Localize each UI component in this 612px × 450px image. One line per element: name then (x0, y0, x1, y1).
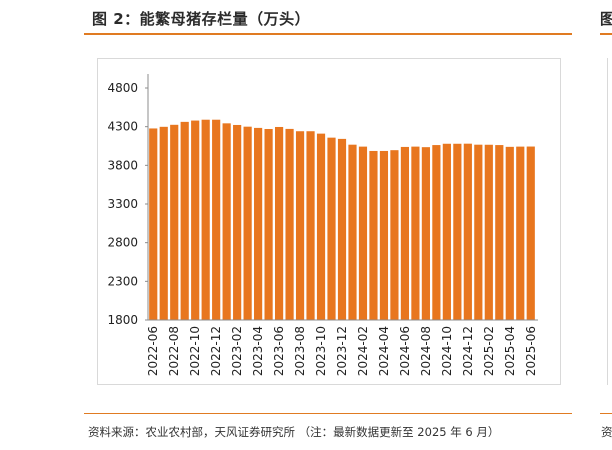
bar-2025-04 (505, 146, 514, 320)
bar-2024-07 (411, 146, 420, 320)
bar-2024-02 (358, 146, 368, 320)
bar-2023-12 (337, 138, 347, 320)
bar-2024-06 (400, 146, 410, 320)
x-tick-label: 2023-12 (335, 326, 349, 376)
bar-2023-07 (285, 128, 294, 320)
next-figure-title-fragment: 图 (600, 10, 612, 28)
bar-2024-04 (379, 150, 389, 320)
bar-2023-01 (222, 123, 231, 320)
bar-2024-12 (463, 143, 472, 320)
bar-2024-03 (369, 150, 378, 320)
x-tick-label: 2022-08 (167, 326, 181, 376)
title-rule (84, 33, 572, 35)
bar-series (149, 119, 535, 321)
y-tick-label: 2800 (107, 236, 138, 250)
bar-2023-08 (295, 131, 305, 320)
x-tick-label: 2024-06 (398, 326, 412, 376)
bar-2022-08 (170, 124, 179, 320)
bar-2024-10 (442, 143, 451, 320)
y-tick-label: 4300 (107, 120, 138, 134)
x-tick-label: 2023-06 (272, 326, 286, 376)
bar-2022-12 (212, 119, 221, 321)
y-tick-label: 2300 (107, 274, 138, 288)
source-note: 资料来源：农业农村部，天风证券研究所 （注：最新数据更新至 2025 年 6 月… (88, 425, 500, 439)
bar-2025-06 (526, 146, 535, 320)
source-rule (84, 413, 572, 414)
bar-2023-06 (274, 126, 284, 320)
y-axis-ticks: 1800 2300 2800 3300 3800 4300 4800 (107, 81, 148, 327)
y-tick-label: 4800 (107, 81, 138, 95)
x-tick-label: 2023-02 (230, 326, 244, 376)
next-figure-rule (600, 33, 612, 35)
bar-2022-11 (201, 119, 210, 321)
next-chart-frame (607, 58, 612, 385)
y-tick-label: 3300 (107, 197, 138, 211)
next-source-rule (600, 413, 612, 414)
bar-2024-01 (348, 144, 357, 320)
bar-2023-04 (254, 127, 263, 321)
bar-2023-09 (306, 131, 315, 320)
y-tick-label: 3800 (107, 158, 138, 172)
bar-2022-10 (191, 120, 200, 320)
figure-title: 图 2：能繁母猪存栏量（万头） (92, 10, 311, 28)
bar-2025-05 (516, 146, 525, 320)
bar-2023-03 (243, 126, 252, 320)
bar-2024-05 (390, 150, 399, 320)
bar-2024-11 (453, 143, 462, 320)
x-tick-label: 2025-02 (482, 326, 496, 376)
bar-2024-08 (421, 147, 430, 320)
bar-2022-07 (159, 126, 168, 320)
x-tick-label: 2024-02 (356, 326, 370, 376)
x-tick-label: 2024-08 (419, 326, 433, 376)
x-tick-label: 2022-06 (146, 326, 160, 376)
y-tick-label: 1800 (107, 313, 138, 327)
x-tick-label: 2022-10 (188, 326, 202, 376)
x-tick-label: 2024-12 (461, 326, 475, 376)
x-tick-label: 2025-06 (524, 326, 538, 376)
bar-2022-09 (180, 121, 189, 321)
x-tick-label: 2023-04 (251, 326, 265, 376)
x-tick-label: 2022-12 (209, 326, 223, 376)
x-tick-label: 2023-08 (293, 326, 307, 376)
bar-2025-01 (474, 144, 483, 320)
bar-2023-02 (233, 124, 242, 320)
x-tick-label: 2023-10 (314, 326, 328, 376)
bar-2025-03 (495, 145, 504, 320)
bar-2023-05 (264, 128, 273, 320)
bar-2023-11 (327, 137, 336, 320)
x-tick-label: 2024-10 (440, 326, 454, 376)
x-tick-label: 2025-04 (503, 326, 517, 376)
bar-2023-10 (316, 133, 326, 320)
bar-2022-06 (149, 128, 158, 320)
next-source-fragment: 资 (601, 425, 612, 439)
bar-2025-02 (484, 144, 493, 320)
x-axis-ticks: 2022-06 2022-08 2022-10 2022-12 2023-02 2023-… (146, 326, 538, 376)
x-tick-label: 2024-04 (377, 326, 391, 376)
axes (147, 74, 538, 321)
bar-2024-09 (432, 145, 441, 320)
